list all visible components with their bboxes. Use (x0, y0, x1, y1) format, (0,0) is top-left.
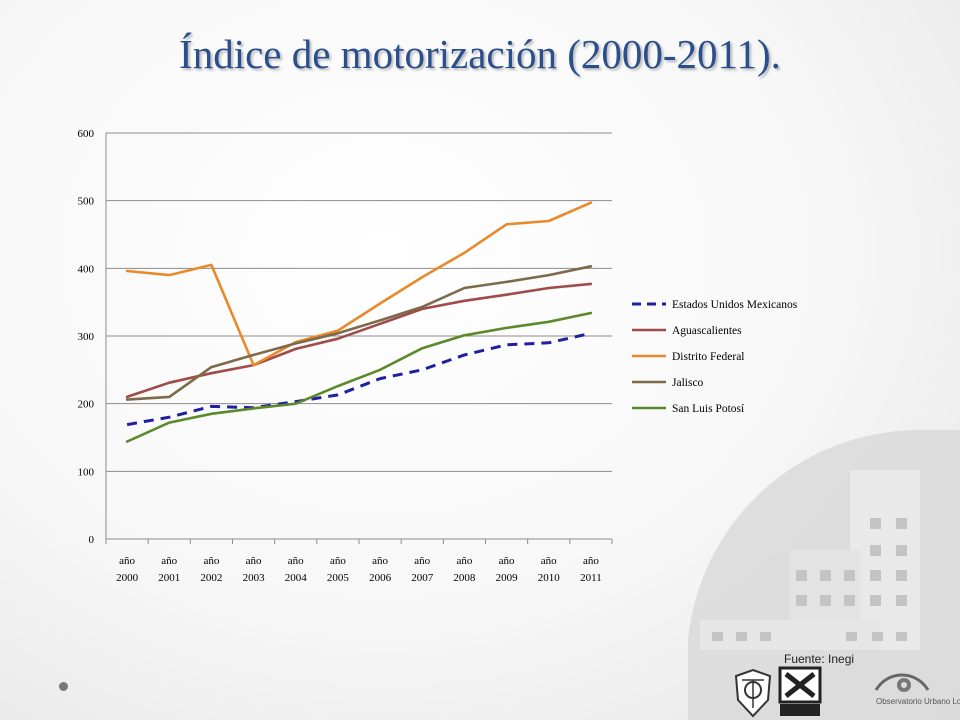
series-line-san-luis-potos (125, 311, 593, 443)
series-line-aguascalientes (125, 282, 593, 399)
y-tick-label: 300 (78, 331, 95, 343)
legend-label: Aguascalientes (672, 325, 742, 337)
observatorio-eye-logo (874, 673, 930, 692)
x-tick-label-year: 2002 (200, 572, 222, 584)
background-building-graphic (688, 430, 960, 720)
x-tick-label-year: 2003 (243, 572, 266, 584)
x-tick-label: año 2006 (369, 555, 392, 584)
y-tick-label: 200 (78, 399, 95, 411)
series-lines (125, 201, 593, 443)
x-tick-label: año 2002 (200, 555, 222, 584)
x-tick-label-year: 2009 (496, 572, 519, 584)
facultad-habitat-logo (778, 666, 822, 716)
x-tick-label-word: año (161, 555, 177, 567)
x-tick-label: año 2000 (116, 555, 139, 584)
source-note: Fuente: Inegi (784, 652, 855, 666)
x-tick-label: año 2007 (411, 555, 434, 584)
observatorio-logo-text: Observatorio Urbano Local (876, 697, 960, 706)
x-tick-label-year: 2000 (116, 572, 139, 584)
x-tick-label: año 2011 (580, 555, 602, 584)
x-tick-label-year: 2005 (327, 572, 350, 584)
series-line-jalisco (125, 264, 593, 401)
x-tick-label-word: año (499, 555, 515, 567)
x-tick-label-year: 2004 (285, 572, 308, 584)
x-tick-label-word: año (203, 555, 219, 567)
x-tick-label-year: 2006 (369, 572, 392, 584)
x-tick-label-year: 2001 (158, 572, 180, 584)
legend-label: Jalisco (672, 377, 704, 389)
grid-lines (106, 132, 612, 472)
x-tick-label-year: 2010 (538, 572, 561, 584)
y-tick-label: 400 (78, 263, 95, 275)
x-tick-label-word: año (330, 555, 346, 567)
university-crest-logo (734, 668, 772, 718)
x-tick-label-word: año (288, 555, 304, 567)
x-tick-label-word: año (372, 555, 388, 567)
x-tick-label: año 2003 (243, 555, 266, 584)
x-tick-label: año 2004 (285, 555, 308, 584)
legend-label: Estados Unidos Mexicanos (672, 299, 798, 311)
legend-label: San Luis Potosí (672, 403, 745, 415)
x-tick-label-word: año (583, 555, 599, 567)
x-tick-label: año 2001 (158, 555, 180, 584)
y-tick-label: 600 (78, 128, 95, 140)
x-tick-label-year: 2007 (411, 572, 434, 584)
legend-label: Distrito Federal (672, 351, 745, 363)
y-axis-tick-labels: 0 100 200 300 400 500 600 (78, 128, 95, 546)
x-tick-label-word: año (414, 555, 430, 567)
bullet-dot (59, 682, 68, 691)
axes (105, 133, 613, 544)
x-tick-label: año 2008 (453, 555, 476, 584)
building-windows (712, 518, 907, 641)
x-tick-label-word: año (246, 555, 262, 567)
series-line-distrito-federal (125, 201, 593, 367)
x-tick-label-year: 2008 (453, 572, 476, 584)
y-tick-label: 500 (78, 196, 95, 208)
slide-title: Índice de motorización (2000-2011). (179, 31, 781, 77)
x-axis-tick-labels: año 2000 año 2001 año 2002 año 2003 año 2004 año 20… (116, 555, 602, 584)
y-tick-label: 100 (78, 466, 95, 478)
y-tick-label: 0 (89, 534, 95, 546)
legend: Estados Unidos Mexicanos Aguascalientes Di… (632, 299, 798, 415)
x-tick-label-year: 2011 (580, 572, 602, 584)
x-tick-label-word: año (456, 555, 472, 567)
series-line-estados-unidos-mexicanos (126, 331, 592, 427)
x-tick-label: año 2010 (538, 555, 561, 584)
x-tick-label-word: año (541, 555, 557, 567)
x-tick-label: año 2009 (496, 555, 519, 584)
x-tick-label: año 2005 (327, 555, 350, 584)
x-tick-label-word: año (119, 555, 135, 567)
